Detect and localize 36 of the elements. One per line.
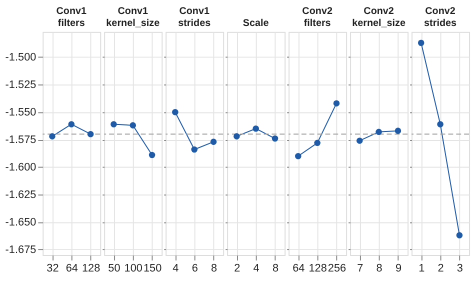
x-tick-label: 50 [108,262,120,274]
x-tick-label: 128 [308,262,327,274]
y-tick-label: -1.650 [5,216,36,229]
x-tick-label: 1 [418,262,425,274]
x-tick-label: 3 [456,262,463,274]
y-tick-label: -1.500 [5,52,36,64]
x-tick-label: 64 [66,262,78,274]
x-tick-label: 6 [192,262,198,274]
chart-title: Conv2 kernel_size [352,6,406,29]
chart-title: Conv2 filters [302,6,333,29]
x-tick-label: 8 [272,262,279,274]
x-tick-label: 7 [357,262,364,274]
x-tick-label: 64 [292,262,305,274]
y-tick-label: -1.525 [5,79,36,92]
x-tick-label: 8 [210,262,218,274]
x-tick-label: 4 [253,262,260,274]
y-tick-label: -1.600 [5,162,36,174]
x-tick-label: 256 [328,262,346,274]
y-tick-label: -1.625 [5,189,36,202]
y-tick-label: -1.675 [5,244,36,256]
x-tick-label: 2 [234,262,240,274]
y-tick-label: -1.550 [5,106,36,119]
chart-title: Scale [242,18,270,29]
x-tick-label: 4 [172,262,179,274]
chart-title: Conv1 kernel_size [106,6,160,29]
y-tick-label: -1.575 [5,134,36,146]
x-tick-label: 100 [124,262,142,274]
x-tick-label: 2 [438,262,444,274]
x-tick-label: 8 [376,262,382,274]
chart-title: Conv2 strides [424,6,458,29]
x-tick-label: 128 [82,262,100,274]
chart-title: Conv1 strides [178,6,212,29]
chart-title: Conv1 filters [56,6,88,29]
x-tick-label: 9 [395,262,402,274]
x-tick-label: 150 [143,262,162,274]
x-tick-label: 32 [46,262,59,274]
